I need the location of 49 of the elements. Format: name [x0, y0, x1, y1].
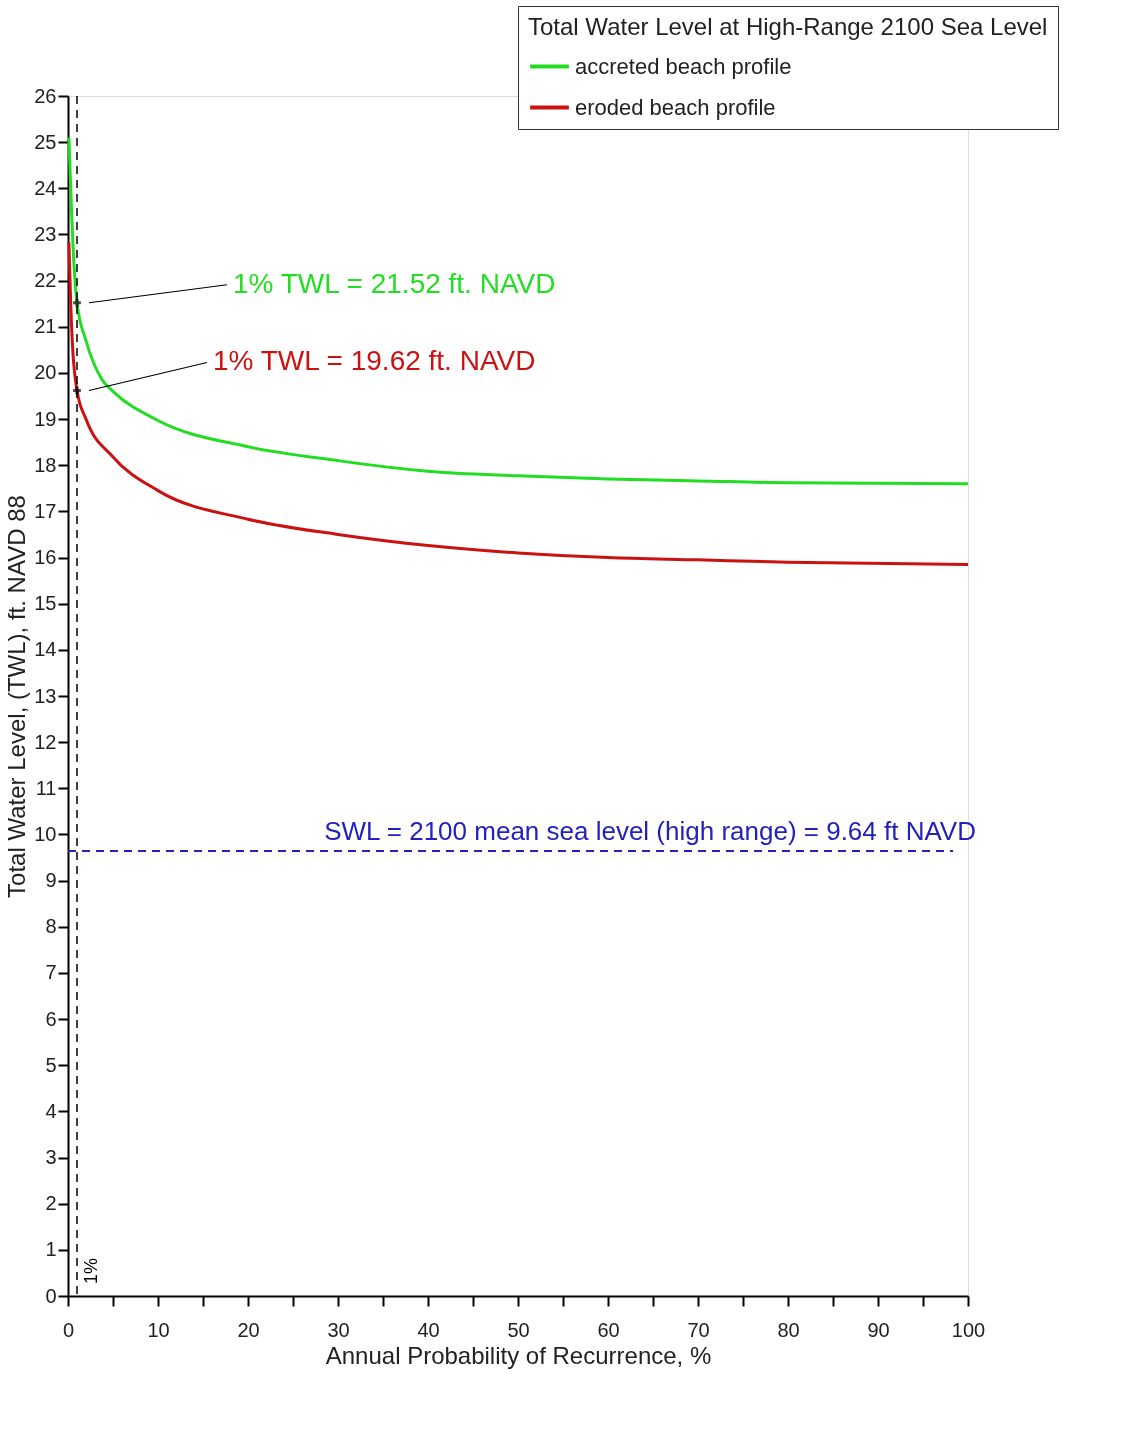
- legend-title: Total Water Level at High-Range 2100 Sea Level: [528, 13, 1048, 40]
- y-tick-label: 9: [45, 869, 57, 892]
- y-tick-label: 20: [34, 361, 57, 384]
- y-tick-label: 25: [34, 130, 57, 153]
- y-tick-label: 1: [45, 1238, 57, 1261]
- y-tick-label: 11: [35, 776, 57, 799]
- x-tick-label: 90: [867, 1318, 890, 1341]
- x-tick-label: 10: [147, 1318, 170, 1341]
- y-tick-label: 7: [45, 961, 57, 984]
- y-tick-label: 26: [34, 84, 57, 107]
- x-tick-label: 40: [417, 1318, 440, 1341]
- y-tick-label: 3: [45, 1146, 57, 1169]
- annotation: 1% TWL = 19.62 ft. NAVD: [213, 345, 536, 377]
- y-tick-label: 14: [34, 638, 57, 661]
- y-tick-label: 23: [34, 222, 57, 245]
- y-tick-label: 15: [34, 592, 57, 615]
- legend-label: accreted beach profile: [575, 53, 792, 79]
- y-tick-label: 22: [34, 269, 57, 292]
- y-tick-label: 5: [45, 1053, 57, 1076]
- y-tick-label: 18: [34, 453, 57, 476]
- y-tick-label: 19: [34, 407, 57, 430]
- x-tick-label: 80: [777, 1318, 800, 1341]
- y-tick-label: 10: [34, 822, 57, 845]
- y-tick-label: 0: [45, 1284, 57, 1307]
- y-tick-label: 2: [45, 1192, 57, 1215]
- ref-line-label: SWL = 2100 mean sea level (high range) = 9.64 ft NAVD: [324, 816, 976, 847]
- y-tick-label: 24: [34, 176, 57, 199]
- y-tick-label: 21: [34, 315, 57, 338]
- y-tick-label: 16: [34, 546, 57, 569]
- x-axis-title: Annual Probability of Recurrence, %: [325, 1341, 712, 1369]
- x-tick-label: 30: [327, 1318, 350, 1341]
- annotation: 1% TWL = 21.52 ft. NAVD: [233, 267, 556, 299]
- y-tick-label: 8: [45, 915, 57, 938]
- y-tick-label: 4: [45, 1099, 57, 1122]
- x-tick-label: 60: [597, 1318, 620, 1341]
- line-series: [67, 240, 970, 566]
- x-tick-label: 70: [687, 1318, 710, 1341]
- x-tick-label: 50: [507, 1318, 530, 1341]
- x-tick-label: 0: [62, 1318, 75, 1341]
- y-tick-label: 13: [34, 684, 57, 707]
- y-tick-label: 17: [34, 499, 57, 522]
- x-tick-label: 100: [951, 1318, 986, 1341]
- y-axis-title: Total Water Level, (TWL), ft. NAVD 88: [3, 495, 31, 898]
- y-tick-label: 12: [34, 730, 57, 753]
- ref-line-label: 1%: [81, 1257, 101, 1284]
- line-series: [67, 136, 970, 486]
- y-tick-label: 6: [45, 1007, 57, 1030]
- x-tick-label: 20: [237, 1318, 260, 1341]
- legend-label: eroded beach profile: [575, 94, 776, 120]
